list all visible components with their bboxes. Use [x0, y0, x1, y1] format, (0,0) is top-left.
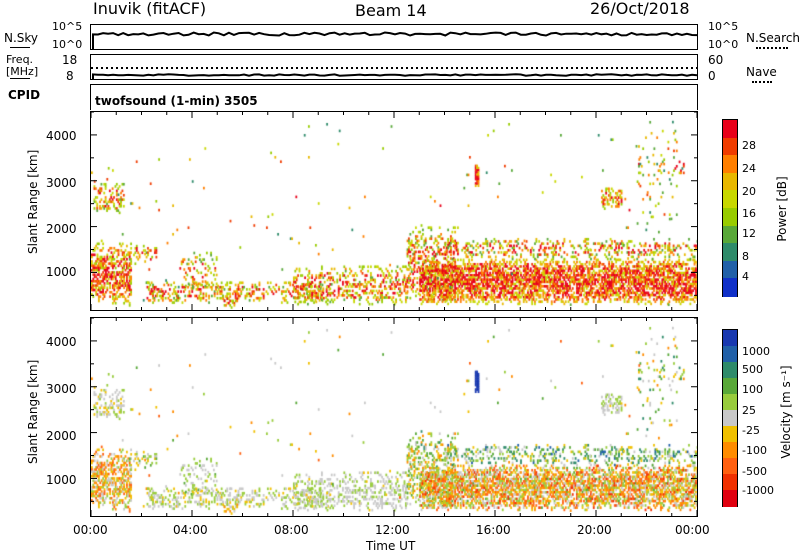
- velocity-heatmap: [91, 318, 697, 516]
- colorbar-segment: [723, 172, 737, 192]
- power-cbar-tick-4: 4: [742, 270, 749, 283]
- nsky-left-tick-bottom: 10^0: [52, 38, 83, 51]
- xtick-1200: 12:00: [375, 523, 410, 537]
- velocity-cbar-tick-500: 500: [742, 363, 763, 376]
- freq-underline: [10, 78, 30, 79]
- colorbar-segment: [723, 137, 737, 157]
- freq-panel: [90, 54, 699, 80]
- station-title: Inuvik (fitACF): [93, 0, 207, 18]
- xtick-2400: 00:00: [675, 523, 710, 537]
- power-panel: [90, 111, 698, 311]
- colorbar-segment: [723, 120, 737, 139]
- power-ytick-2000: 2000: [46, 222, 77, 236]
- freq-right-tick-top: 60: [708, 53, 724, 67]
- power-heatmap: [91, 112, 697, 310]
- colorbar-segment: [723, 362, 737, 379]
- power-cbar-tick-24: 24: [742, 162, 756, 175]
- colorbar-segment: [723, 490, 737, 507]
- power-ytick-3000: 3000: [46, 176, 77, 190]
- xtick-1600: 16:00: [476, 523, 511, 537]
- power-colorbar-label: Power [dB]: [775, 176, 789, 242]
- colorbar-segment: [723, 278, 737, 297]
- colorbar-segment: [723, 225, 737, 245]
- nsky-right-tick-top: 10^5: [708, 20, 739, 33]
- colorbar-segment: [723, 208, 737, 227]
- cpid-text: twofsound (1-min) 3505: [95, 94, 258, 108]
- velocity-colorbar: [722, 329, 738, 507]
- nsky-trace: [92, 31, 698, 50]
- nsky-underline: [10, 47, 30, 48]
- power-ylabel: Slant Range [km]: [26, 149, 40, 254]
- xtick-0800: 08:00: [274, 523, 309, 537]
- xtick-2000: 20:00: [577, 523, 612, 537]
- colorbar-segment: [723, 394, 737, 411]
- power-axis-ticks: [90, 111, 698, 310]
- cpid-label: CPID: [8, 88, 41, 102]
- colorbar-segment: [723, 458, 737, 475]
- date-title: 26/Oct/2018: [590, 0, 690, 18]
- colorbar-segment: [723, 260, 737, 280]
- velocity-ytick-1000: 1000: [46, 473, 77, 487]
- colorbar-segment: [723, 426, 737, 443]
- velocity-panel: [90, 317, 698, 517]
- nsky-panel: [90, 24, 698, 50]
- freq-label: Freq.: [6, 53, 34, 66]
- freq-right-tick-bottom: 0: [708, 69, 716, 83]
- nsky-label: N.Sky: [4, 31, 39, 45]
- nsearch-dotted-key: [756, 47, 788, 49]
- cpid-panel: twofsound (1-min) 3505: [90, 84, 698, 110]
- velocity-cbar-tick-minus-500: -500: [742, 465, 767, 478]
- power-colorbar: [722, 119, 738, 297]
- freq-unit-label: [MHz]: [6, 65, 39, 78]
- nave-label: Nave: [746, 65, 777, 79]
- power-ytick-1000: 1000: [46, 265, 77, 279]
- power-cbar-tick-16: 16: [742, 207, 756, 220]
- colorbar-segment: [723, 155, 737, 174]
- nave-dotted-key: [752, 81, 772, 83]
- nsearch-label: N.Search: [746, 31, 800, 45]
- power-ytick-4000: 4000: [46, 129, 77, 143]
- colorbar-segment: [723, 378, 737, 395]
- velocity-colorbar-label: Velocity [m s⁻¹]: [779, 365, 793, 459]
- power-cbar-tick-12: 12: [742, 227, 756, 240]
- velocity-cbar-tick-minus-100: -100: [742, 444, 767, 457]
- power-cbar-tick-20: 20: [742, 185, 756, 198]
- power-cbar-tick-28: 28: [742, 139, 756, 152]
- velocity-ytick-3000: 3000: [46, 382, 77, 396]
- beam-title: Beam 14: [355, 1, 427, 20]
- nsky-left-tick-top: 10^5: [52, 20, 83, 33]
- velocity-cbar-tick-minus-1000: -1000: [742, 484, 774, 497]
- velocity-ytick-2000: 2000: [46, 429, 77, 443]
- velocity-cbar-tick-25: 25: [742, 404, 756, 417]
- velocity-ytick-4000: 4000: [46, 335, 77, 349]
- colorbar-segment: [723, 330, 737, 347]
- colorbar-segment: [723, 190, 737, 209]
- velocity-cbar-tick-1000: 1000: [742, 345, 770, 358]
- xtick-0400: 04:00: [173, 523, 208, 537]
- xtick-0000: 00:00: [73, 523, 108, 537]
- colorbar-segment: [723, 346, 737, 363]
- freq-trace: [91, 67, 699, 80]
- freq-left-tick-bottom: 8: [66, 69, 74, 83]
- velocity-cbar-tick-100: 100: [742, 383, 763, 396]
- nsky-right-tick-bottom: 10^0: [708, 38, 739, 51]
- colorbar-segment: [723, 442, 737, 459]
- colorbar-segment: [723, 410, 737, 427]
- freq-left-tick-top: 18: [62, 53, 78, 67]
- xaxis-label: Time UT: [366, 539, 416, 553]
- colorbar-segment: [723, 474, 737, 491]
- velocity-axis-ticks: [90, 317, 698, 516]
- power-cbar-tick-8: 8: [742, 250, 749, 263]
- nsky-line: [92, 31, 698, 50]
- colorbar-segment: [723, 243, 737, 262]
- velocity-cbar-tick-minus-25: -25: [742, 424, 760, 437]
- freq-line: [92, 73, 698, 80]
- velocity-ylabel: Slant Range [km]: [26, 359, 40, 464]
